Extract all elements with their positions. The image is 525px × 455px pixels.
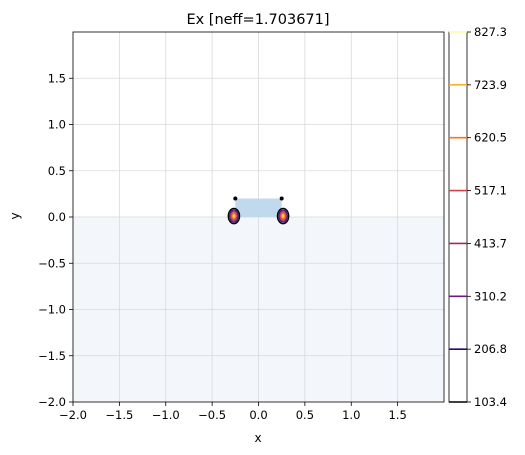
colorbar-tick-label: 723.9 (474, 78, 507, 92)
y-axis-ticks: −2.0 −1.5 −1.0 −0.5 0.0 0.5 1.0 1.5 (38, 71, 73, 409)
colorbar-tick-label: 517.1 (474, 184, 507, 198)
colorbar-tick-label: 413.7 (474, 236, 507, 250)
y-axis-label: y (8, 212, 22, 219)
x-tick-label: −2.0 (59, 408, 87, 422)
y-tick-label: −0.5 (38, 256, 66, 270)
colorbar-tick-label: 206.8 (474, 342, 507, 356)
plot-area (73, 32, 444, 402)
x-tick-label: −0.5 (198, 408, 226, 422)
x-axis-label: x (254, 431, 261, 445)
x-tick-label: −1.0 (152, 408, 180, 422)
x-axis-ticks: −2.0 −1.5 −1.0 −0.5 0.0 0.5 1.0 1.5 (59, 402, 407, 422)
y-tick-label: −2.0 (38, 395, 66, 409)
colorbar-tick-label: 620.5 (474, 131, 507, 145)
y-tick-label: 0.5 (48, 164, 66, 178)
y-tick-label: −1.5 (38, 349, 66, 363)
core-region (235, 199, 281, 218)
colorbar-tick-label: 103.4 (474, 395, 507, 409)
x-tick-label: 0.5 (296, 408, 314, 422)
corner-dot (280, 197, 284, 201)
y-tick-label: −1.0 (38, 303, 66, 317)
corner-dot (233, 197, 237, 201)
chart-title: Ex [neff=1.703671] (186, 12, 329, 28)
colorbar-tick-label: 827.3 (474, 25, 507, 39)
colorbar-tick-label: 310.2 (474, 289, 507, 303)
x-tick-label: 0.0 (249, 408, 267, 422)
y-tick-label: 0.0 (48, 210, 66, 224)
y-tick-label: 1.5 (48, 71, 66, 85)
colorbar: 103.4 206.8 310.2 413.7 517.1 620.5 723.9 827.3 (449, 25, 507, 409)
x-tick-label: 1.0 (342, 408, 360, 422)
x-tick-label: 1.5 (388, 408, 406, 422)
y-tick-label: 1.0 (48, 118, 66, 132)
x-tick-label: −1.5 (105, 408, 133, 422)
colorbar-box (449, 32, 467, 402)
